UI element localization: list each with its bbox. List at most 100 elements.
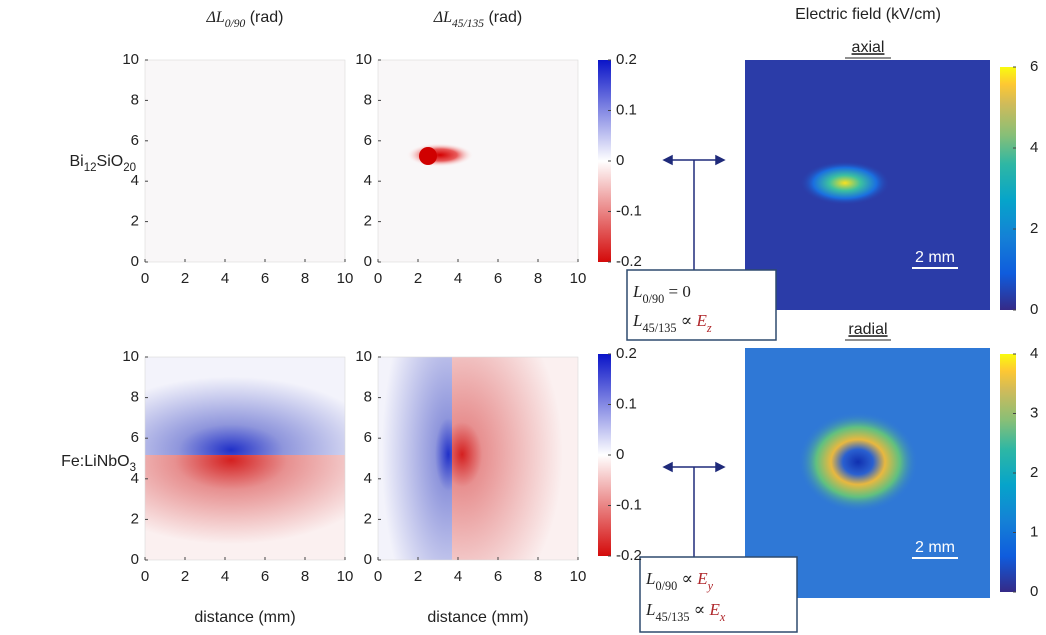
colorbar-tick-label: 6	[1030, 58, 1038, 75]
relation-box	[626, 269, 777, 341]
relation-box	[639, 556, 798, 633]
x-tick-label: 4	[454, 568, 462, 585]
y-tick-label: 0	[131, 551, 139, 568]
text-part: ∝	[676, 311, 696, 330]
text-part: 45/135	[655, 610, 689, 624]
x-tick-label: 10	[337, 270, 354, 287]
scale-bar-label: 2 mm	[915, 539, 955, 556]
y-tick-label: 6	[364, 429, 372, 446]
y-tick-label: 10	[355, 348, 372, 365]
connector	[662, 154, 726, 557]
plot-frame	[144, 356, 346, 561]
x-tick-label: 0	[374, 270, 382, 287]
x-tick-label: 0	[374, 568, 382, 585]
y-tick-label: 6	[131, 132, 139, 149]
y-tick-label: 4	[131, 172, 139, 189]
y-tick-label: 10	[122, 51, 139, 68]
colorbar-tick-label: 0	[616, 152, 624, 169]
x-axis-label: distance (mm)	[194, 609, 295, 626]
text-part: E	[708, 600, 720, 619]
text-part: 20	[123, 162, 136, 174]
y-tick-label: 8	[364, 389, 372, 406]
x-tick-label: 4	[454, 270, 462, 287]
colorbar-tick-label: 0.2	[616, 51, 637, 68]
map-bso-l45135	[378, 60, 578, 262]
x-tick-label: 0	[141, 568, 149, 585]
colorbar-tick-label: 0.2	[616, 345, 637, 362]
field-title: Electric field (kV/cm)	[795, 6, 941, 23]
text-part: z	[706, 321, 712, 335]
x-tick-label: 8	[534, 568, 542, 585]
colorbar	[598, 60, 611, 262]
x-tick-label: 2	[181, 270, 189, 287]
y-tick-label: 2	[364, 510, 372, 527]
column-title: ΔL45/135 (rad)	[433, 9, 523, 30]
plot-frame	[377, 59, 579, 263]
text-part: = 0	[664, 282, 691, 301]
y-tick-label: 2	[364, 213, 372, 230]
map-bso-l090	[145, 60, 345, 262]
y-tick-label: 10	[122, 348, 139, 365]
map-ln-l45135	[378, 357, 578, 560]
colorbar-tick-label: 0.1	[616, 395, 637, 412]
colorbar-tick-label: 2	[1030, 220, 1038, 237]
colorbar-tick-label: 0	[1030, 583, 1038, 600]
text-part: E	[696, 569, 708, 588]
x-tick-label: 6	[261, 270, 269, 287]
x-tick-label: 10	[570, 270, 587, 287]
colorbar-tick-label: 4	[1030, 345, 1038, 362]
text-part: Fe:LiNbO	[61, 453, 129, 470]
y-tick-label: 0	[364, 551, 372, 568]
x-tick-label: 6	[261, 568, 269, 585]
x-tick-label: 8	[301, 270, 309, 287]
y-tick-label: 8	[131, 91, 139, 108]
x-tick-label: 8	[301, 568, 309, 585]
text-part: L	[645, 600, 655, 619]
text-part: Bi	[69, 153, 83, 170]
text-part: SiO	[97, 153, 124, 170]
colorbar-tick-label: -0.2	[616, 547, 642, 564]
y-tick-label: 6	[131, 429, 139, 446]
column-title: ΔL0/90 (rad)	[205, 9, 283, 30]
colorbar-tick-label: 0.1	[616, 101, 637, 118]
x-tick-label: 6	[494, 270, 502, 287]
text-part: ΔL	[205, 9, 224, 26]
colorbar-tick-label: 0	[1030, 301, 1038, 318]
text-part: E	[695, 311, 707, 330]
colorbar	[598, 354, 611, 556]
text-part: L	[632, 282, 642, 301]
y-tick-label: 8	[364, 91, 372, 108]
y-tick-label: 4	[364, 470, 372, 487]
text-part: 0/90	[225, 18, 246, 30]
text-part: 45/135	[452, 18, 484, 30]
text-part: 0/90	[655, 579, 677, 593]
y-tick-label: 8	[131, 389, 139, 406]
text-part: ΔL	[433, 9, 452, 26]
colorbar-tick-label: 2	[1030, 464, 1038, 481]
text-part: L	[645, 569, 655, 588]
relation: L0/90 ∝ Ey	[645, 569, 714, 593]
relation: L0/90 = 0	[632, 282, 691, 306]
x-tick-label: 2	[414, 270, 422, 287]
map-name: radial	[848, 321, 887, 338]
text-part: 12	[84, 162, 97, 174]
colorbar-tick-label: -0.2	[616, 253, 642, 270]
plot-frame	[144, 59, 346, 263]
x-tick-label: 2	[181, 568, 189, 585]
x-tick-label: 4	[221, 270, 229, 287]
text-part: ∝	[689, 600, 709, 619]
y-tick-label: 4	[131, 470, 139, 487]
y-tick-label: 6	[364, 132, 372, 149]
y-tick-label: 10	[355, 51, 372, 68]
colorbar-tick-label: 4	[1030, 139, 1038, 156]
text-part: (rad)	[245, 9, 283, 26]
row-label: Fe:LiNbO3	[61, 453, 136, 474]
x-tick-label: 0	[141, 270, 149, 287]
map-axial	[745, 60, 990, 310]
relation: L45/135 ∝ Ex	[645, 600, 726, 624]
text-part: x	[719, 610, 726, 624]
y-tick-label: 2	[131, 510, 139, 527]
map-ln-l090	[145, 357, 345, 560]
colorbar-tick-label: -0.1	[616, 202, 642, 219]
